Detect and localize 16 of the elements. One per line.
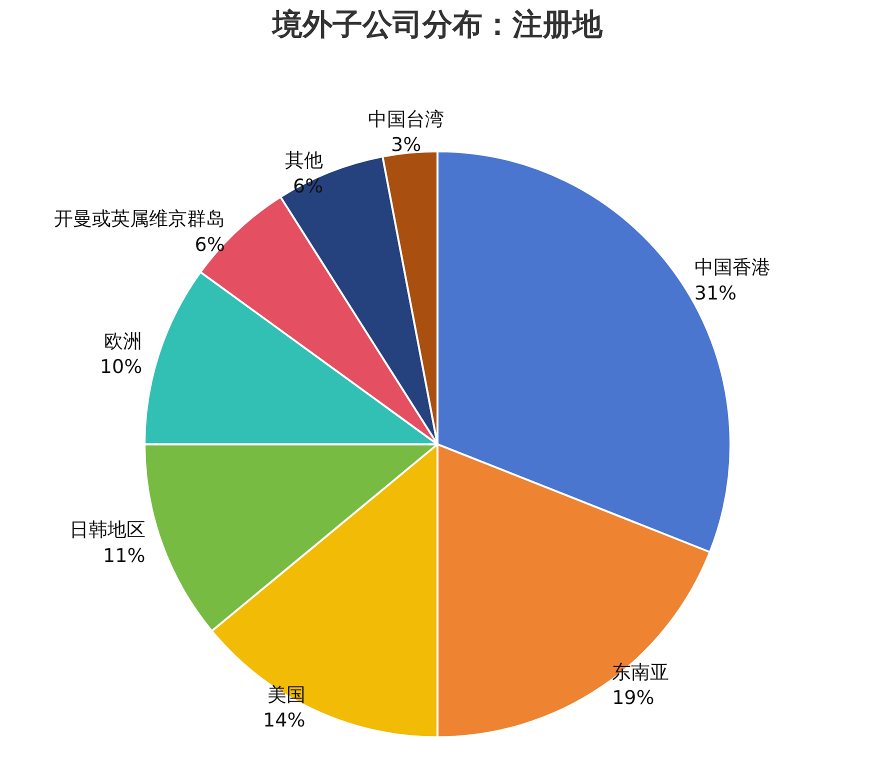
- slice-label: 欧洲: [104, 330, 142, 352]
- chart-title: 境外子公司分布：注册地: [270, 8, 604, 42]
- slice-label: 其他: [285, 150, 324, 172]
- data-label: 6%: [194, 234, 225, 256]
- data-label: 31%: [694, 282, 737, 304]
- data-label: 14%: [263, 710, 306, 732]
- slice-label: 美国: [267, 684, 306, 706]
- slice-label: 中国台湾: [368, 108, 444, 130]
- slice-label: 日韩地区: [69, 519, 146, 542]
- data-label: 6%: [293, 175, 324, 198]
- slice-label: 中国香港: [694, 256, 770, 279]
- slice-label: 开曼或英属维京群岛: [54, 208, 225, 230]
- data-label: 10%: [100, 356, 142, 378]
- data-label: 19%: [612, 687, 654, 710]
- data-label: 3%: [390, 134, 422, 156]
- data-label: 11%: [103, 544, 146, 567]
